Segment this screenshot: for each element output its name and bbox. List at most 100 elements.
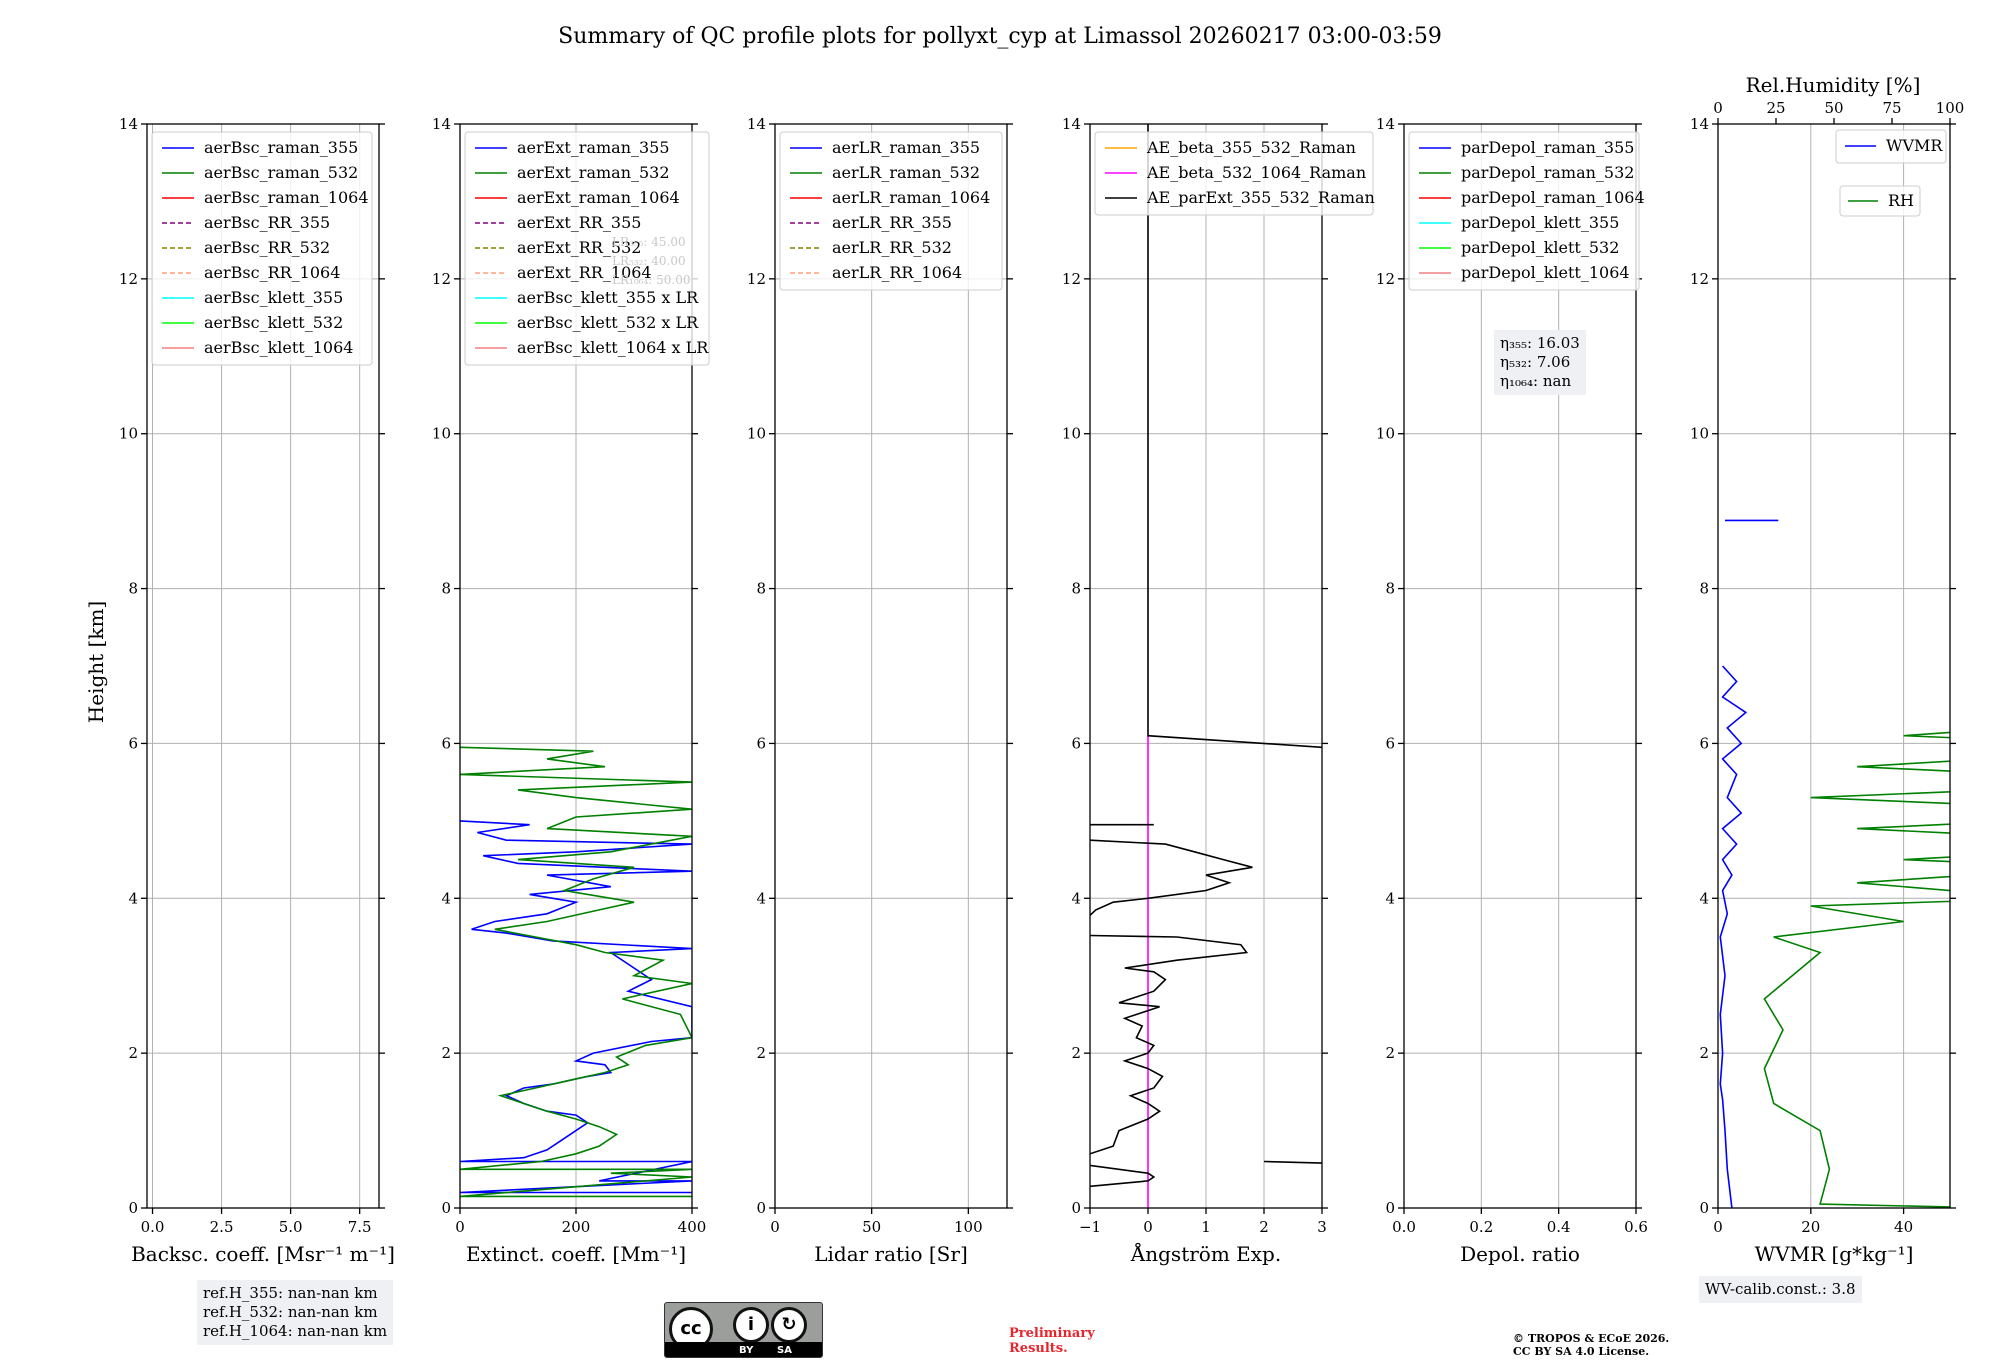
- y-tick-label: 10: [1376, 425, 1395, 443]
- by-label: BY: [739, 1345, 754, 1356]
- y-tick-label: 10: [119, 425, 138, 443]
- legend-label: aerExt_RR_355: [517, 213, 641, 232]
- legend-label: aerBsc_raman_532: [204, 163, 358, 182]
- legend-label: aerBsc_klett_532 x LR: [517, 313, 699, 332]
- x-tick-label: 0: [455, 1218, 465, 1236]
- y-tick-label: 10: [1690, 425, 1709, 443]
- y-tick-label: 8: [1071, 580, 1081, 598]
- y-tick-label: 14: [119, 115, 138, 133]
- y-tick-label: 10: [1062, 425, 1081, 443]
- y-tick-label: 10: [747, 425, 766, 443]
- x-axis-label: Ångström Exp.: [1130, 1241, 1281, 1266]
- lr-note: LR₅₃₂: 40.00: [612, 254, 686, 268]
- x-tick-label: 0.0: [1392, 1218, 1416, 1236]
- x-tick-label: 2.5: [210, 1218, 234, 1236]
- x-tick-label: 40: [1894, 1218, 1913, 1236]
- legend-label: parDepol_raman_355: [1461, 138, 1634, 157]
- series-line-AE_parExt_355_532_Raman: [1090, 1164, 1156, 1188]
- legend-label: parDepol_raman_532: [1461, 163, 1634, 182]
- y-tick-label: 0: [1699, 1199, 1709, 1217]
- y-tick-label: 0: [1385, 1199, 1395, 1217]
- plot-frame: [774, 123, 1008, 1209]
- panel-dep: 0 2 4 6 8 10 12 14 0.0 0.2 0.4 0.6 Depol. ratio parDe…: [1376, 115, 1648, 1266]
- y-tick-label: 4: [441, 889, 451, 907]
- legend-box: [779, 131, 1003, 291]
- legend-label: parDepol_klett_532: [1461, 238, 1619, 257]
- eta-box: η₃₅₅: 16.03 η₅₃₂: 7.06 η₁₀₆₄: nan: [1494, 330, 1586, 395]
- top-x-tick-label: 100: [1936, 99, 1965, 117]
- x-tick-label: 0: [1713, 1218, 1723, 1236]
- eta-line: η₃₅₅: 16.03: [1500, 334, 1580, 352]
- y-tick-label: 12: [1376, 270, 1395, 288]
- y-tick-label: 0: [1071, 1199, 1081, 1217]
- legend-label: aerLR_RR_532: [832, 238, 952, 257]
- y-tick-label: 6: [756, 734, 766, 752]
- legend-label: AE_beta_355_532_Raman: [1146, 138, 1356, 157]
- x-axis-label: WVMR [g*kg⁻¹]: [1755, 1242, 1914, 1266]
- copyright-note: © TROPOS & ECoE 2026. CC BY SA 4.0 Licen…: [1513, 1332, 1669, 1358]
- sa-label: SA: [777, 1345, 792, 1356]
- y-tick-label: 4: [1699, 889, 1709, 907]
- preliminary-line: Results.: [1009, 1341, 1068, 1356]
- series-group: [1719, 519, 1950, 1208]
- by-person-icon: i: [733, 1307, 769, 1343]
- y-tick-label: 8: [1699, 580, 1709, 598]
- y-tick-label: 2: [1699, 1044, 1709, 1062]
- series-line-aerExt_raman_532: [460, 746, 692, 1198]
- y-tick-label: 12: [1690, 270, 1709, 288]
- legend-label: aerBsc_raman_355: [204, 138, 358, 157]
- refH-box: ref.H_355: nan-nan km ref.H_532: nan-nan…: [197, 1280, 394, 1345]
- top-x-tick-label: 25: [1766, 99, 1785, 117]
- x-tick-label: 2: [1259, 1218, 1269, 1236]
- y-tick-label: 6: [441, 734, 451, 752]
- panel-bsc: 0 2 4 6 8 10 12 14 0.0 2.5 5.0 7.5 Backsc. coeff. [M…: [119, 115, 395, 1266]
- x-tick-label: 200: [562, 1218, 591, 1236]
- series-line-AE_parExt_355_532_Raman_c: [1090, 934, 1249, 1155]
- series-group: [460, 746, 692, 1198]
- y-tick-label: 4: [128, 889, 138, 907]
- x-tick-label: 20: [1801, 1218, 1820, 1236]
- y-tick-label: 14: [1690, 115, 1709, 133]
- legend-label: AE_parExt_355_532_Raman: [1146, 188, 1375, 207]
- y-tick-label: 0: [441, 1199, 451, 1217]
- legend-box: [1839, 185, 1921, 217]
- series-group: [1090, 124, 1322, 1208]
- top-x-tick-label: 75: [1882, 99, 1901, 117]
- legend-label: aerExt_raman_355: [517, 138, 670, 157]
- lr-note: LR₃₅₅: 45.00: [612, 235, 686, 249]
- refH-line: ref.H_532: nan-nan km: [203, 1303, 378, 1321]
- x-tick-label: −1: [1079, 1218, 1101, 1236]
- legend-label: aerLR_RR_1064: [832, 263, 962, 282]
- y-tick-label: 2: [756, 1044, 766, 1062]
- y-tick-label: 12: [747, 270, 766, 288]
- x-tick-label: 100: [954, 1218, 983, 1236]
- y-tick-label: 12: [1062, 270, 1081, 288]
- copyright-line: CC BY SA 4.0 License.: [1513, 1345, 1650, 1358]
- cc-license-badge[interactable]: cc i ↻ BY SA: [664, 1302, 823, 1358]
- y-tick-label: 8: [1385, 580, 1395, 598]
- eta-line: η₁₀₆₄: nan: [1500, 372, 1572, 390]
- y-tick-label: 12: [432, 270, 451, 288]
- legend-label: AE_beta_532_1064_Raman: [1146, 163, 1366, 182]
- wv-calib-box: WV-calib.const.: 3.8: [1699, 1276, 1862, 1303]
- y-tick-label: 8: [756, 580, 766, 598]
- x-tick-label: 0.2: [1469, 1218, 1493, 1236]
- y-tick-label: 6: [1699, 734, 1709, 752]
- series-line-aerExt_raman_355: [460, 820, 692, 1194]
- x-axis-label: Depol. ratio: [1460, 1242, 1580, 1266]
- plot-frame: [1403, 123, 1637, 1209]
- x-tick-label: 400: [678, 1218, 707, 1236]
- y-tick-label: 0: [756, 1199, 766, 1217]
- copyright-line: © TROPOS & ECoE 2026.: [1513, 1332, 1670, 1345]
- plot-frame: [1717, 123, 1951, 1209]
- series-line-AE_parExt_355_532_Raman_b: [1263, 1160, 1322, 1164]
- y-tick-label: 2: [128, 1044, 138, 1062]
- preliminary-note: Preliminary Results.: [1009, 1326, 1095, 1356]
- refH-line: ref.H_1064: nan-nan km: [203, 1322, 388, 1340]
- legend-label: aerBsc_klett_532: [204, 313, 343, 332]
- top-axis-label: Rel.Humidity [%]: [1746, 73, 1921, 97]
- legend-label: parDepol_klett_355: [1461, 213, 1619, 232]
